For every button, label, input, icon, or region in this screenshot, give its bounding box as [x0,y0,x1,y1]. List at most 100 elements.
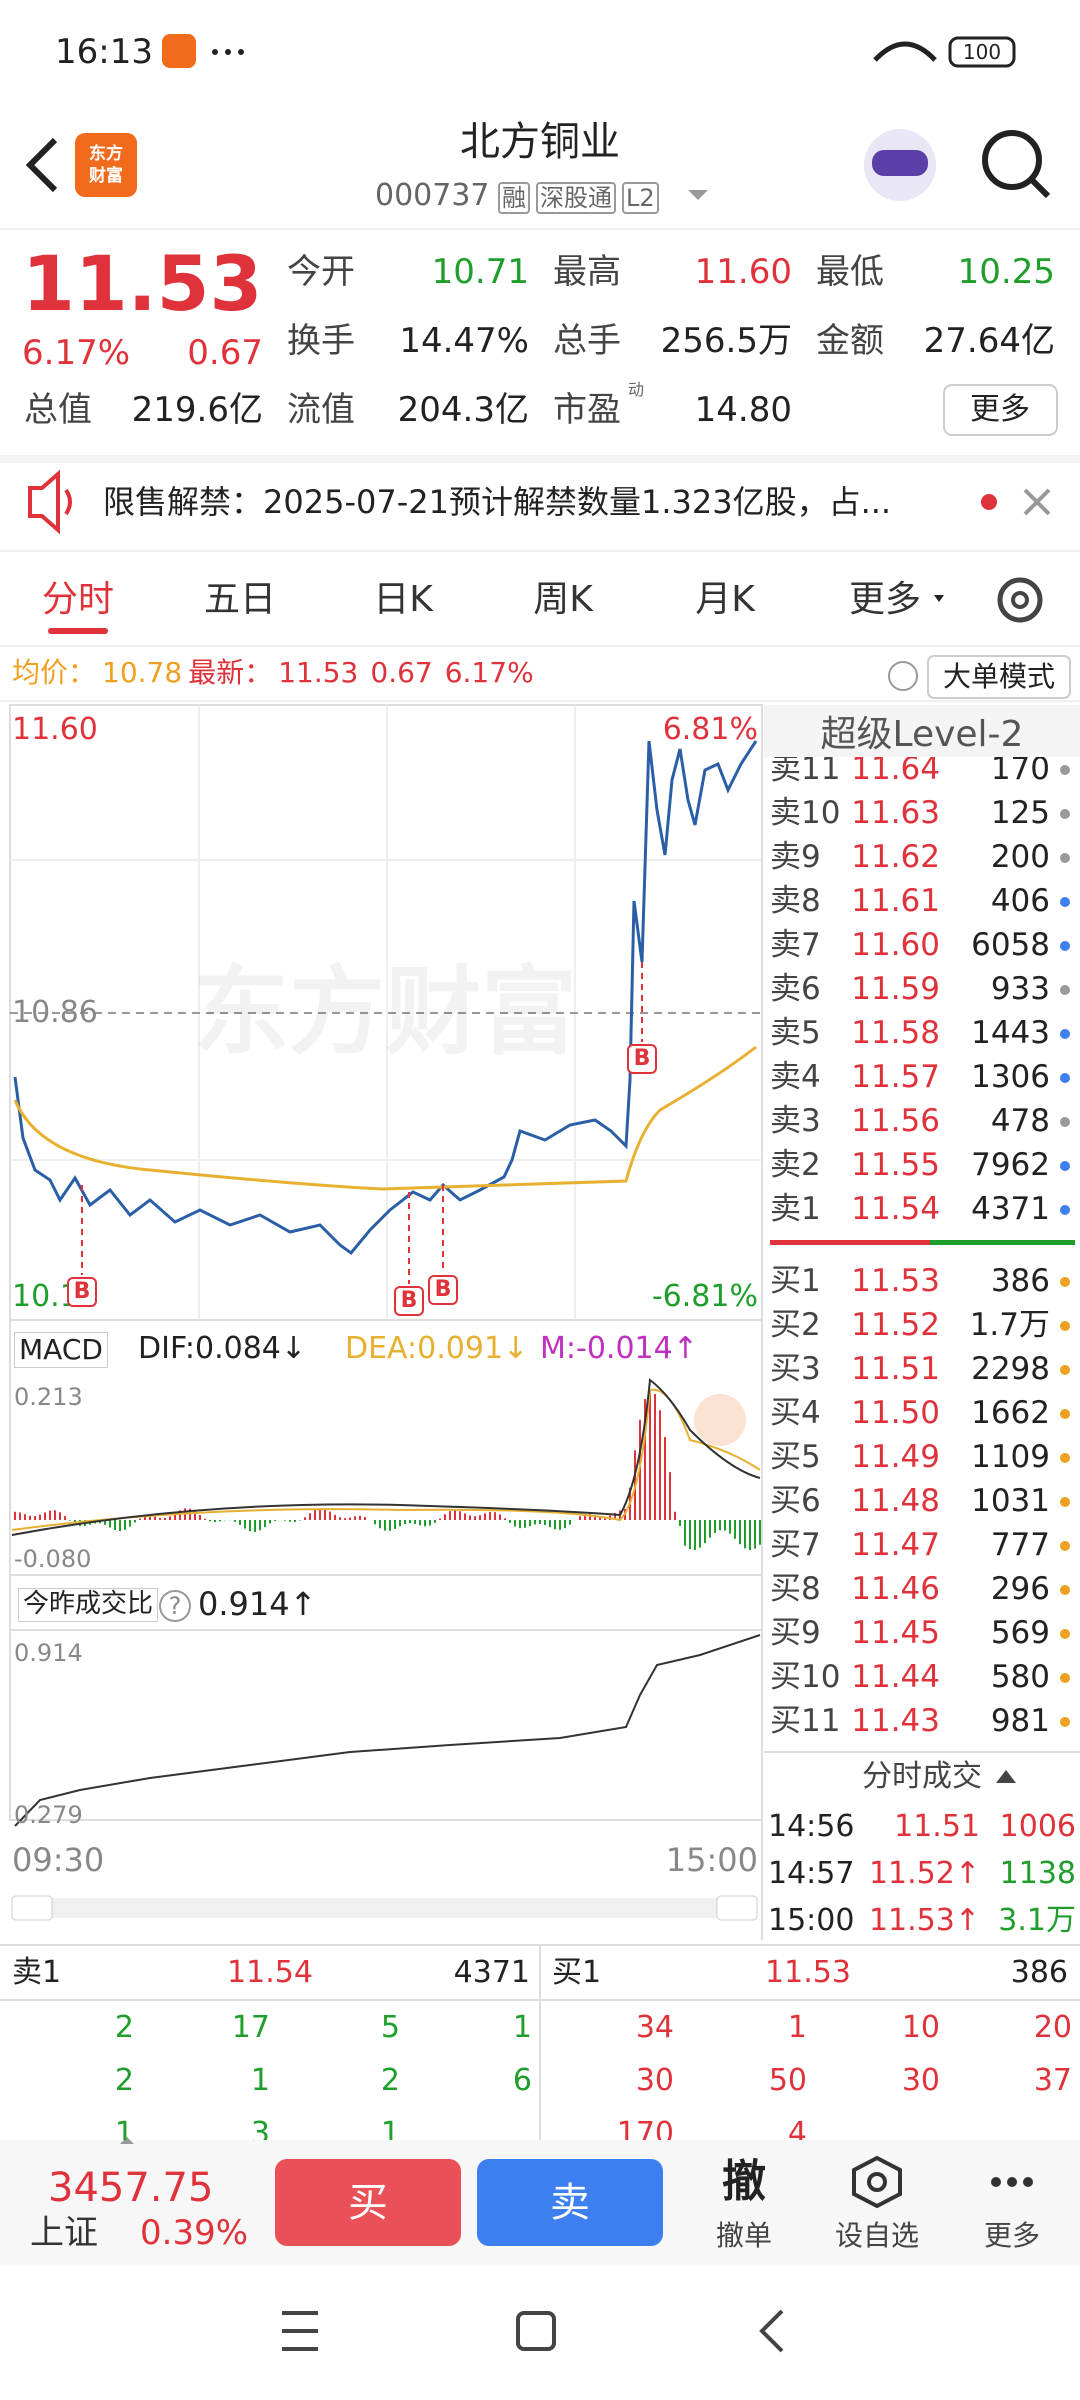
sell-button[interactable] [477,2159,663,2246]
tab[interactable]: 分时 [41,579,115,621]
mode-button[interactable] [927,655,1071,699]
macd-bar [69,1520,71,1521]
macd-bar [209,1520,211,1522]
queue-order: 50 [768,2063,807,2098]
macd-bar [429,1520,431,1526]
scroll-handle[interactable] [11,1895,53,1921]
tab[interactable]: 周K [533,579,593,621]
book-price: 11.49 [851,1439,940,1476]
book-price: 11.60 [851,927,940,964]
scrollbar[interactable] [12,1898,757,1918]
expand-icon[interactable] [694,1394,746,1446]
field-label: 流值 [287,389,355,430]
indicator-select[interactable]: MACD [14,1332,108,1368]
order-dot [1060,1205,1070,1215]
watchlist-icon[interactable] [852,2155,902,2209]
macd-bar [154,1516,156,1520]
logo [75,133,137,197]
macd-bar [664,1437,666,1520]
macd-bar [739,1520,741,1545]
help-icon[interactable]: ? [159,1589,191,1623]
trade-marker[interactable]: B [428,1274,458,1306]
search-icon[interactable] [982,130,1042,190]
more-button[interactable] [943,384,1058,436]
field-value: 27.64亿 [923,320,1055,361]
help-icon[interactable] [888,661,918,691]
more-icon [1023,2177,1033,2187]
order-dot [1060,985,1070,995]
macd-bar [14,1511,16,1520]
back-icon[interactable] [25,137,58,193]
macd-bar [254,1520,256,1532]
macd-bar [59,1512,61,1520]
stock-name: 北方铜业 [460,119,620,165]
time-label: 09:30 [12,1840,105,1879]
macd-bar [489,1511,491,1520]
macd-bar [124,1520,126,1530]
cancel-label[interactable]: 撤单 [715,2219,773,2253]
more-label[interactable]: 更多 [983,2219,1041,2253]
book-level: 买6 [770,1483,821,1520]
more-button-label[interactable]: 更多 [970,392,1030,427]
axis-label: -0.080 [14,1544,92,1573]
book-volume: 1443 [971,1015,1050,1052]
watchlist-icon [867,2172,887,2192]
tab[interactable]: 月K [695,579,755,621]
macd-bar [744,1520,746,1549]
macd-bar [109,1520,111,1528]
macd-bar [564,1520,566,1529]
macd-bar [394,1520,396,1529]
sell-label[interactable]: 卖 [550,2180,590,2226]
tab[interactable]: 五日 [203,579,277,621]
more-icon[interactable] [991,2177,1001,2187]
queue-order: 20 [1033,2010,1072,2045]
dropdown-icon[interactable] [934,595,944,602]
field-value: 204.3亿 [397,389,529,430]
book-level: 买2 [770,1307,821,1344]
order-dot [1060,1629,1070,1639]
macd-bar [219,1520,221,1522]
trade-marker[interactable]: B [627,1043,657,1075]
book-level: 卖9 [770,839,821,876]
order-dot [1060,1029,1070,1039]
buy-button[interactable] [275,2159,461,2246]
cancel-icon[interactable]: 撤 [722,2155,766,2207]
order-dot [1060,1717,1070,1727]
watchlist-label[interactable]: 设自选 [834,2219,920,2253]
tab[interactable]: 更多 [848,579,922,621]
mode-label[interactable]: 大单模式 [942,660,1056,694]
trade-marker[interactable]: B [67,1276,97,1308]
book-volume: 4371 [971,1191,1050,1228]
info-change: 0.67 [370,656,433,689]
queue-order: 10 [901,2010,940,2045]
book-level: 买7 [770,1527,821,1564]
macd-bar [49,1510,51,1520]
nav-back[interactable] [759,2309,784,2353]
settings-icon[interactable] [997,577,1043,623]
book-volume: 1109 [971,1439,1050,1476]
nav-home[interactable] [516,2311,556,2351]
tab[interactable]: 日K [373,579,433,621]
book-level: 卖1 [770,1191,821,1228]
macd-bar [344,1518,346,1520]
book-price: 11.58 [851,1015,940,1052]
nav-menu[interactable] [282,2311,318,2351]
field-label: 换手 [287,320,355,361]
trade-marker[interactable]: B [394,1285,424,1317]
book-level: 卖7 [770,927,821,964]
macd-bar [504,1518,506,1520]
indicator-select[interactable]: 今昨成交比 [18,1588,159,1622]
trade-time: 15:00 [768,1903,855,1938]
queue-order: 4 [787,2116,807,2151]
book-volume: 981 [990,1703,1050,1740]
dropdown-icon[interactable] [688,190,708,200]
sort-icon[interactable] [996,1770,1016,1783]
macd-bar [169,1516,171,1520]
scroll-handle[interactable] [716,1895,758,1921]
queue-order: 1 [380,2116,400,2151]
buy-label[interactable]: 买 [348,2180,388,2226]
field-value: 256.5万 [660,320,792,361]
notice-text[interactable]: 限售解禁：2025-07-21预计解禁数量1.323亿股，占... [103,482,892,521]
expand-icon[interactable] [120,2137,134,2144]
close-icon[interactable] [1023,488,1051,516]
